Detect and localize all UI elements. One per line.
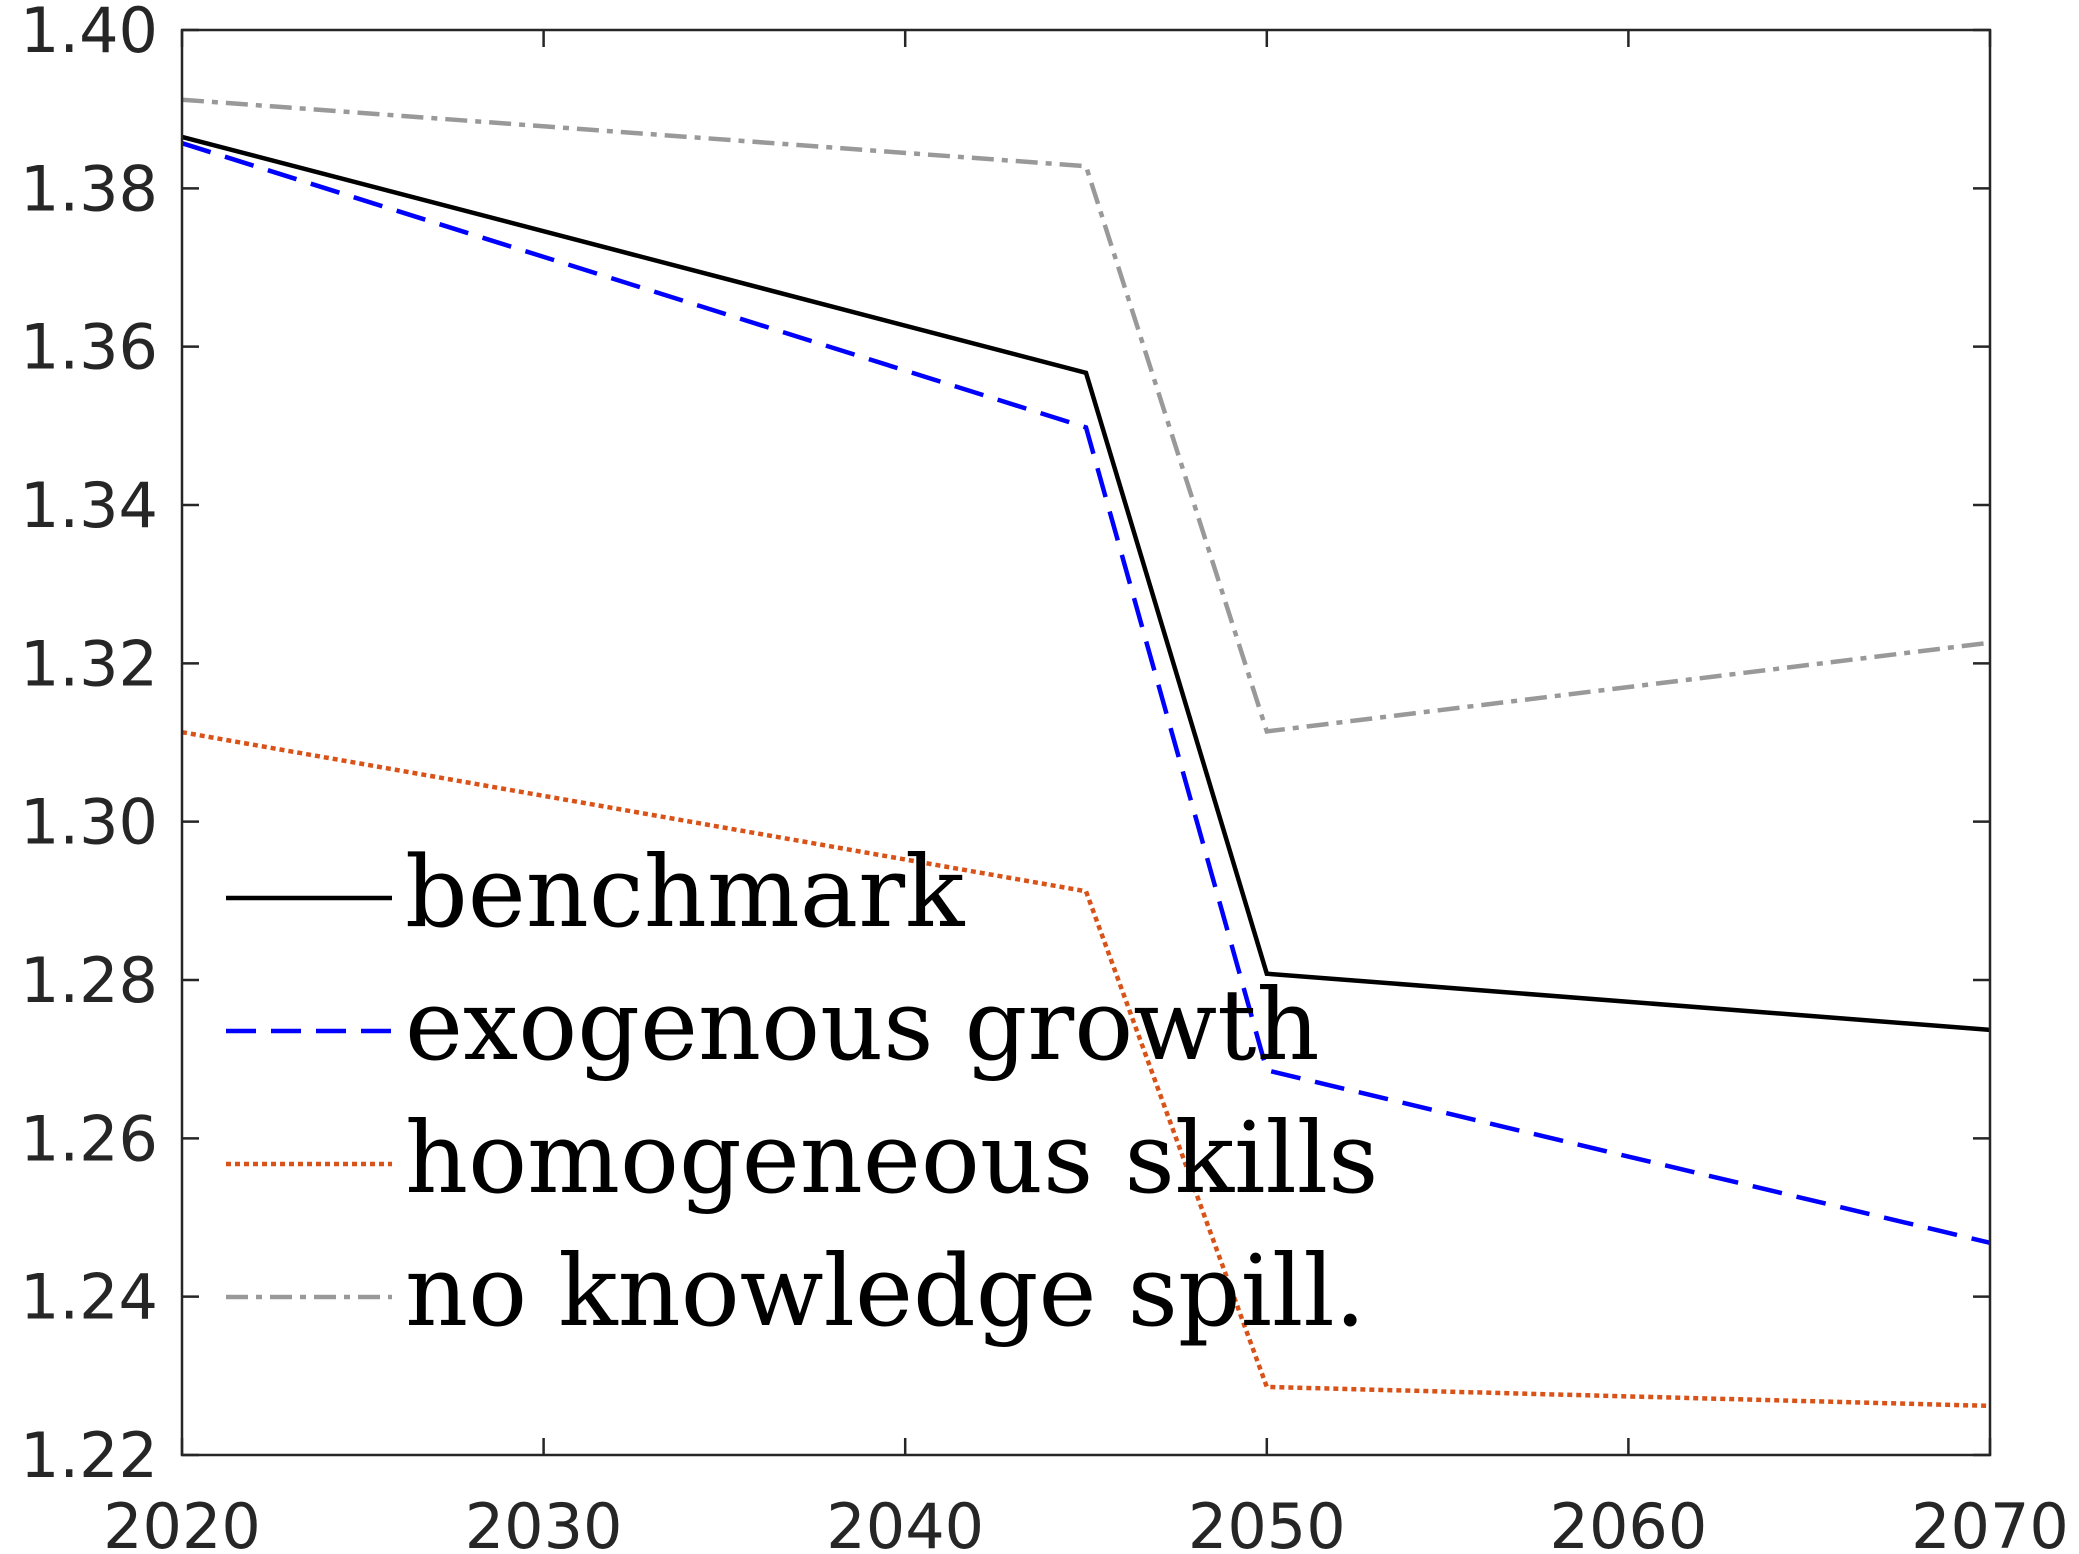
y-tick-label: 1.28	[20, 944, 158, 1017]
x-tick-label: 2030	[465, 1490, 623, 1554]
y-axis-tick-labels: 1.22 1.24 1.26 1.28 1.30 1.32 1.34 1.36 1.38 1.40	[20, 0, 158, 1492]
plot-frame	[180, 28, 1992, 1457]
y-tick-label: 1.26	[20, 1102, 158, 1175]
legend: benchmark exogenous growth homogeneous ski…	[226, 836, 1378, 1349]
x-tick-label: 2070	[1911, 1490, 2069, 1554]
axis-ticks	[180, 28, 1992, 1457]
y-tick-label: 1.34	[20, 469, 158, 542]
legend-label: homogeneous skills	[405, 1102, 1378, 1216]
x-tick-label: 2040	[826, 1490, 984, 1554]
x-axis-tick-labels: 2020 2030 2040 2050 2060 2070	[103, 1490, 2069, 1554]
y-tick-label: 1.38	[20, 152, 158, 225]
series-line-exogenous-growth	[181, 141, 1991, 1245]
y-tick-label: 1.32	[20, 627, 158, 700]
series-line-benchmark	[181, 134, 1991, 1033]
y-tick-label: 1.22	[20, 1419, 158, 1492]
y-tick-label: 1.40	[20, 0, 158, 67]
plot-lines	[181, 97, 1991, 1409]
series-line-homogeneous-skills	[181, 729, 1991, 1409]
series-line-no-knowledge-spill	[181, 97, 1991, 734]
x-tick-label: 2060	[1550, 1490, 1708, 1554]
y-tick-label: 1.30	[20, 786, 158, 859]
legend-label: benchmark	[405, 836, 966, 950]
legend-label: exogenous growth	[405, 969, 1320, 1083]
y-tick-label: 1.24	[20, 1261, 158, 1334]
legend-label: no knowledge spill.	[405, 1235, 1366, 1349]
x-tick-label: 2050	[1188, 1490, 1346, 1554]
y-tick-label: 1.36	[20, 311, 158, 384]
x-tick-label: 2020	[103, 1490, 261, 1554]
